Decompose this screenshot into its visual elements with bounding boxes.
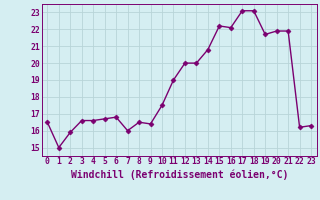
X-axis label: Windchill (Refroidissement éolien,°C): Windchill (Refroidissement éolien,°C) [70, 169, 288, 180]
